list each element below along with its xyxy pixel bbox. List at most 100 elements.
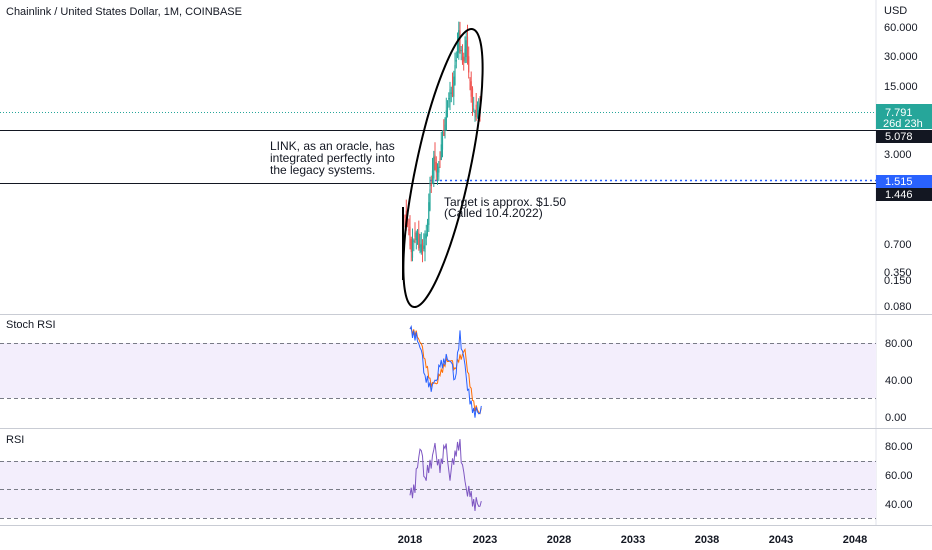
candle-body (425, 233, 427, 239)
last-price-tag (876, 104, 932, 129)
candle-body (475, 104, 477, 118)
candle-body (438, 166, 440, 173)
candle-body (415, 232, 417, 241)
target-value: 1.515 (885, 176, 913, 188)
target-note[interactable]: Target is approx. $1.50 (Called 10.4.202… (444, 195, 569, 220)
oracle-note-line: integrated perfectly into (270, 151, 395, 165)
candle-body (465, 40, 467, 57)
ellipse-drawing[interactable] (387, 23, 499, 312)
time-tick: 2033 (621, 534, 645, 546)
candle-body (454, 65, 456, 85)
candle-body (426, 222, 429, 228)
candle-body (456, 45, 459, 57)
oracle-note[interactable]: LINK, as an oracle, has integrated perfe… (270, 139, 398, 177)
last-price-value: 7.791 (885, 107, 913, 119)
time-tick: 2018 (398, 534, 422, 546)
time-tick: 2048 (843, 534, 867, 546)
price-tick: 0.700 (884, 239, 912, 251)
rsi-tick: 40.00 (885, 499, 913, 511)
candle-body (453, 76, 455, 97)
candle-body (435, 162, 437, 173)
candle-body (446, 107, 449, 110)
candle-body (421, 243, 424, 254)
candle-body (428, 202, 430, 225)
candle-body (431, 170, 434, 183)
candle-body (436, 170, 439, 178)
candle-body (409, 226, 411, 246)
time-tick: 2038 (695, 534, 719, 546)
target-tag (876, 175, 932, 188)
candle-body (461, 56, 464, 63)
candle-body (424, 234, 426, 253)
rsi-line[interactable] (409, 439, 482, 512)
candle-body (433, 156, 435, 179)
candle-body (429, 189, 431, 210)
candle-body (408, 229, 410, 231)
candle-body (419, 243, 421, 248)
candle-body (406, 223, 409, 225)
candle-body (410, 238, 412, 253)
oracle-note-line: LINK, as an oracle, has (270, 139, 395, 153)
target-note-line: Target is approx. $1.50 (444, 195, 566, 209)
candle-body (471, 88, 474, 107)
rsi-tick: 60.00 (885, 470, 913, 482)
candle-body (443, 131, 445, 136)
chart-title: Chainlink / United States Dollar, 1M, CO… (6, 6, 242, 18)
candle-body (420, 244, 422, 253)
stoch-tick: 0.00 (885, 412, 906, 424)
currency-label: USD (884, 5, 907, 17)
candle-body (416, 238, 419, 240)
candle-body (413, 240, 415, 242)
support-value: 1.446 (885, 189, 913, 201)
rsi-tick: 80.00 (885, 441, 913, 453)
time-tick: 2023 (473, 534, 497, 546)
rsi-pane-title: RSI (6, 434, 24, 446)
candle-body (449, 89, 451, 103)
price-tick: 0.150 (884, 275, 912, 287)
support-tag (876, 188, 932, 201)
time-tick: 2028 (547, 534, 571, 546)
candle-body (468, 56, 470, 73)
price-tick: 15.000 (884, 81, 918, 93)
candle-body (463, 56, 465, 62)
candle-body (470, 81, 472, 97)
resistance-value: 5.078 (885, 131, 913, 143)
price-tick: 0.350 (884, 267, 912, 279)
candle-body (473, 108, 475, 110)
candle-body (455, 60, 457, 62)
candle-body (448, 98, 450, 100)
candle-body (434, 154, 436, 170)
candle-body (466, 36, 469, 63)
candle-body (414, 232, 416, 238)
price-tick: 30.000 (884, 51, 918, 63)
candle-body (411, 240, 414, 258)
time-axis[interactable]: 2018 2023 2028 2033 2038 2043 2048 (398, 534, 867, 546)
resistance-tag (876, 130, 932, 143)
price-tick: 3.000 (884, 149, 912, 161)
price-tick: 0.080 (884, 301, 912, 313)
oracle-note-line: the legacy systems. (270, 163, 375, 177)
candle-body (451, 85, 454, 96)
stoch-k-line[interactable] (409, 324, 482, 418)
candlestick-series[interactable] (404, 21, 481, 263)
candle-body (460, 50, 462, 52)
candle-body (423, 245, 425, 249)
candle-body (404, 214, 406, 218)
candle-body (445, 110, 447, 131)
candle-body (440, 144, 442, 160)
target-note-line: (Called 10.4.2022) (444, 206, 543, 220)
candle-body (441, 137, 444, 150)
stoch-pane-title: Stoch RSI (6, 319, 56, 331)
time-tick: 2043 (769, 534, 793, 546)
candle-body (444, 124, 446, 131)
candle-body (476, 112, 479, 114)
candle-body (418, 232, 420, 249)
candle-body (464, 48, 466, 61)
stoch-tick: 80.00 (885, 338, 913, 350)
candle-body (474, 111, 476, 113)
candle-body (430, 184, 432, 187)
candle-body (469, 79, 471, 81)
candle-body (458, 30, 460, 53)
